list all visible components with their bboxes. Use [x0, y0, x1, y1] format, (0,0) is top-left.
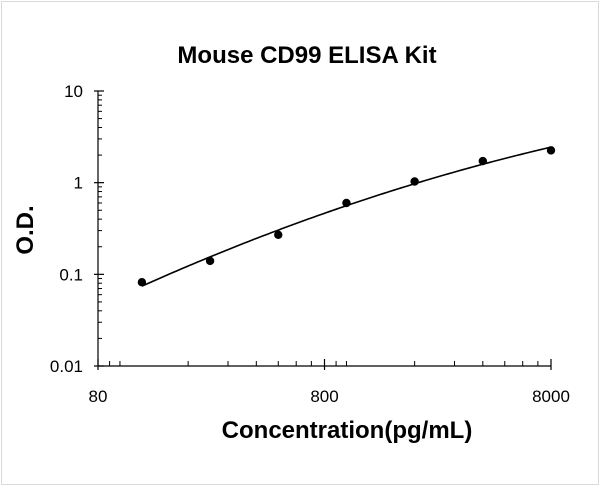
data-point [274, 230, 283, 239]
y-tick-label: 10 [64, 82, 83, 101]
data-point [410, 177, 419, 186]
data-point [546, 146, 556, 155]
x-tick-label: 8000 [532, 387, 570, 406]
elisa-standard-curve-chart: Mouse CD99 ELISA Kit Concentration(pg/mL… [12, 42, 570, 444]
x-tick-label: 800 [310, 387, 338, 406]
chart-title: Mouse CD99 ELISA Kit [177, 42, 436, 69]
y-tick-label: 0.01 [50, 357, 83, 376]
fitted-curve-layer [141, 146, 552, 287]
y-axis-label: O.D. [12, 205, 39, 254]
y-tick-label: 0.1 [59, 265, 83, 284]
x-axis-label: Concentration(pg/mL) [222, 417, 473, 444]
data-point [205, 256, 215, 266]
data-point [478, 156, 488, 166]
axes: 10 1 0.1 0.01 80 800 8000 [50, 82, 570, 406]
x-tick-label: 80 [89, 387, 108, 406]
data-point [137, 278, 147, 287]
fitted-curve [141, 146, 552, 287]
data-points-layer [137, 146, 556, 287]
data-point [342, 198, 351, 208]
y-tick-label: 1 [74, 174, 83, 193]
